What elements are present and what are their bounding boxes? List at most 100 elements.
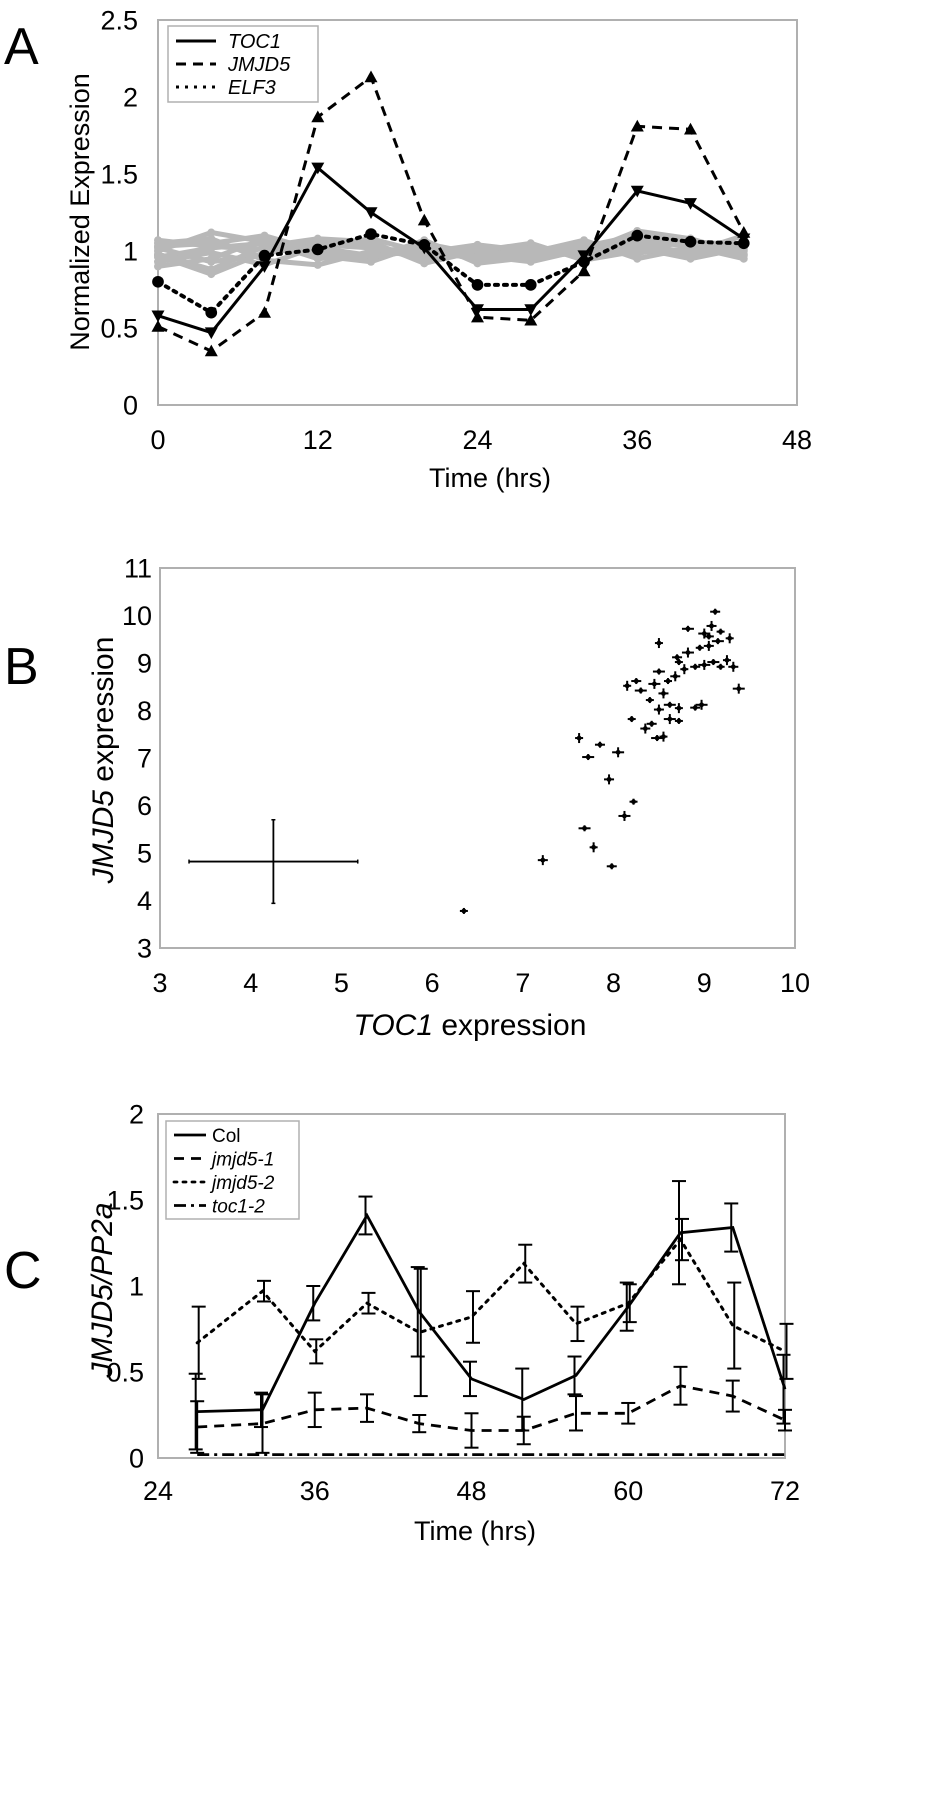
data-point — [727, 635, 733, 641]
data-point — [667, 702, 673, 708]
data-point — [633, 678, 639, 684]
data-point — [152, 275, 164, 288]
data-point — [364, 70, 378, 83]
x-axis-title-gene: TOC1 — [354, 1009, 433, 1042]
y-axis-title: JMJD5 expression — [87, 637, 120, 885]
data-point — [418, 238, 431, 251]
background-gene-point — [154, 251, 162, 260]
x-tick-label: 3 — [152, 968, 167, 998]
legend-label: ELF3 — [228, 77, 276, 99]
y-tick-label: 1.5 — [100, 160, 138, 190]
background-gene-point — [473, 247, 482, 255]
series-line-jmjd5-1 — [197, 1384, 786, 1432]
data-point — [524, 304, 538, 316]
background-gene-point — [154, 236, 162, 245]
data-point — [665, 678, 671, 684]
legend-label: jmjd5-2 — [209, 1173, 275, 1194]
data-point — [715, 638, 721, 644]
data-point — [624, 683, 630, 689]
data-point — [615, 749, 621, 755]
legend-box — [165, 1120, 300, 1220]
data-point — [151, 320, 165, 332]
background-gene-point — [207, 254, 216, 263]
data-point — [656, 640, 662, 646]
data-point — [674, 654, 680, 660]
data-point — [630, 119, 644, 132]
y-tick-label: 0 — [123, 391, 138, 421]
data-point — [710, 659, 716, 665]
data-point — [718, 664, 724, 670]
data-point — [724, 657, 730, 663]
x-tick-label: 5 — [334, 968, 349, 998]
data-point — [576, 735, 582, 741]
data-point — [630, 185, 644, 198]
x-tick-label: 10 — [780, 968, 810, 998]
x-tick-label: 9 — [697, 968, 712, 998]
x-tick-label: 24 — [143, 1476, 173, 1506]
background-gene-point — [473, 259, 482, 268]
background-gene-point — [207, 270, 216, 279]
legend-label: TOC1 — [228, 31, 281, 53]
x-axis-title: Time (hrs) — [414, 1516, 536, 1546]
data-point — [736, 686, 742, 692]
x-tick-label: 8 — [606, 968, 621, 998]
data-point — [706, 643, 712, 649]
plot-frame — [157, 1113, 786, 1459]
data-point — [578, 255, 590, 268]
data-point — [654, 735, 660, 741]
data-point — [258, 261, 271, 273]
data-point — [676, 718, 682, 724]
data-point — [597, 742, 603, 748]
y-tick-label: 10 — [122, 601, 152, 631]
y-tick-label: 4 — [137, 886, 152, 916]
background-gene-point — [313, 254, 322, 263]
y-tick-label: 0.5 — [100, 314, 138, 344]
data-point — [629, 716, 635, 722]
data-point — [365, 228, 377, 240]
data-point — [685, 650, 691, 655]
x-tick-label: 36 — [300, 1476, 330, 1506]
data-point — [701, 662, 707, 668]
series-line-toc1 — [157, 165, 745, 335]
background-gene-point — [260, 231, 269, 240]
background-gene-point — [313, 234, 322, 243]
background-gene-point — [367, 243, 375, 252]
data-point — [205, 306, 218, 319]
legend-label: Col — [212, 1126, 241, 1147]
x-axis-title: TOC1 expression — [354, 1009, 587, 1042]
background-gene-point — [207, 248, 216, 257]
data-point — [697, 645, 703, 651]
data-point — [364, 207, 378, 219]
y-tick-label: 6 — [137, 791, 152, 821]
data-point — [577, 264, 591, 277]
series-line-col — [197, 1212, 787, 1413]
data-point — [606, 776, 612, 782]
data-point — [204, 327, 218, 340]
background-gene-point — [420, 254, 429, 263]
x-tick-label: 48 — [782, 425, 812, 455]
background-gene-point — [473, 253, 482, 262]
background-gene-point — [633, 254, 642, 263]
series-line-jmjd5-2 — [195, 1237, 787, 1354]
data-point — [661, 734, 666, 740]
x-tick-label: 48 — [456, 1476, 486, 1506]
background-gene-point — [526, 243, 535, 252]
background-gene-point — [367, 253, 375, 262]
background-gene-point — [526, 251, 535, 260]
data-point — [651, 681, 657, 687]
y-tick-label: 0.5 — [106, 1358, 144, 1388]
data-point — [712, 609, 718, 615]
x-tick-label: 7 — [515, 968, 530, 998]
data-point — [676, 705, 682, 711]
background-gene-point — [207, 239, 216, 248]
x-tick-label: 24 — [462, 425, 492, 455]
data-point — [737, 237, 750, 250]
data-point — [631, 799, 636, 805]
y-tick-label: 2 — [123, 83, 138, 113]
panel-label-b: B — [4, 638, 39, 696]
data-point — [471, 310, 484, 323]
data-point — [649, 721, 655, 727]
